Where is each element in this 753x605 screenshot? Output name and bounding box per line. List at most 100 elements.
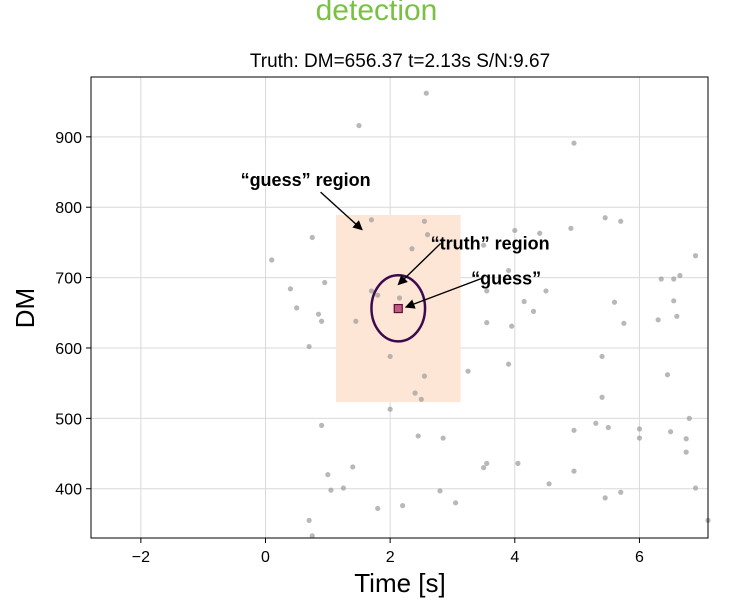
data-point <box>368 288 375 294</box>
data-point <box>309 533 315 539</box>
data-point <box>571 427 577 433</box>
data-point <box>677 272 683 279</box>
data-point <box>318 318 325 324</box>
data-point <box>325 472 331 478</box>
data-point <box>636 426 643 432</box>
data-point <box>440 435 446 441</box>
data-point <box>618 218 624 224</box>
data-point <box>602 215 608 221</box>
data-point <box>664 372 671 378</box>
data-point <box>484 288 490 294</box>
data-point <box>418 396 424 402</box>
data-point <box>658 276 664 282</box>
x-tick-label: 4 <box>510 549 519 566</box>
data-point <box>692 485 699 491</box>
annotation-label: “guess” <box>471 269 541 289</box>
data-point <box>571 140 577 146</box>
data-point <box>465 368 471 374</box>
data-point <box>306 343 312 350</box>
data-point <box>671 298 677 304</box>
data-point <box>530 308 537 314</box>
data-point <box>424 232 431 238</box>
y-axis-label: DM <box>10 288 40 328</box>
data-point <box>375 292 381 298</box>
y-tick-label: 500 <box>55 411 82 428</box>
annotation-label: “truth” region <box>431 233 550 253</box>
data-point <box>636 435 643 441</box>
data-point <box>611 299 618 305</box>
data-point <box>621 320 627 326</box>
page-heading: detection <box>315 0 438 27</box>
guess-marker <box>393 303 403 314</box>
data-point <box>269 257 275 263</box>
y-tick-label: 600 <box>55 341 82 358</box>
data-point <box>481 465 487 471</box>
data-point <box>668 429 674 435</box>
data-point <box>505 361 512 367</box>
data-point <box>605 424 611 431</box>
axis-ticks: −2 0 2 4 6 400 500 600 700 800 900 <box>55 130 644 566</box>
data-point <box>505 267 512 274</box>
data-point <box>340 485 347 491</box>
data-point <box>412 390 418 396</box>
data-point <box>481 242 487 248</box>
data-point <box>683 449 689 455</box>
data-point <box>599 353 605 360</box>
data-point <box>571 468 577 474</box>
data-point <box>515 460 521 466</box>
data-point <box>306 517 312 524</box>
annotation-arrow <box>320 191 363 231</box>
y-tick-label: 900 <box>55 130 82 147</box>
data-point <box>315 311 322 317</box>
data-point <box>537 230 543 236</box>
x-tick-label: 0 <box>261 549 270 566</box>
data-point <box>543 288 549 294</box>
data-point <box>602 495 608 501</box>
data-point <box>437 488 443 494</box>
data-point <box>318 422 325 428</box>
data-point <box>387 406 393 412</box>
chart-title: Truth: DM=656.37 t=2.13s S/N:9.67 <box>250 51 550 72</box>
x-tick-label: 6 <box>635 549 644 566</box>
annotations-layer: “guess” region “truth” region “guess” <box>241 170 550 309</box>
annotation-label: “guess” region <box>241 170 371 190</box>
data-point <box>512 227 518 234</box>
data-point <box>683 436 689 442</box>
data-point <box>375 505 381 512</box>
data-point <box>674 313 680 319</box>
data-point <box>396 295 403 301</box>
data-point <box>400 503 406 509</box>
data-point <box>521 298 527 305</box>
plot-frame <box>90 76 709 539</box>
x-axis-label: Time [s] <box>354 568 445 598</box>
y-tick-label: 700 <box>55 271 82 288</box>
data-point <box>568 225 574 231</box>
annotation-arrow <box>404 277 482 309</box>
annotation-arrow <box>397 242 442 286</box>
y-tick-label: 800 <box>55 200 82 217</box>
x-tick-label: 2 <box>386 549 395 566</box>
data-point <box>322 279 328 286</box>
data-point <box>692 253 699 259</box>
data-point <box>671 276 677 282</box>
data-point <box>593 420 599 426</box>
data-point <box>309 234 315 241</box>
data-point <box>350 464 356 470</box>
data-point <box>356 122 362 129</box>
data-point <box>423 90 429 96</box>
data-point <box>484 460 490 466</box>
x-tick-label: −2 <box>132 549 150 566</box>
data-point <box>599 394 605 400</box>
data-point <box>368 217 375 223</box>
data-point <box>287 286 294 292</box>
data-point <box>655 317 661 323</box>
data-point <box>618 489 624 495</box>
data-point <box>509 323 515 329</box>
data-point <box>328 487 334 493</box>
data-point <box>484 320 490 326</box>
y-tick-label: 400 <box>55 482 82 499</box>
data-point <box>387 353 393 360</box>
data-points <box>269 90 711 539</box>
data-point <box>353 318 359 324</box>
